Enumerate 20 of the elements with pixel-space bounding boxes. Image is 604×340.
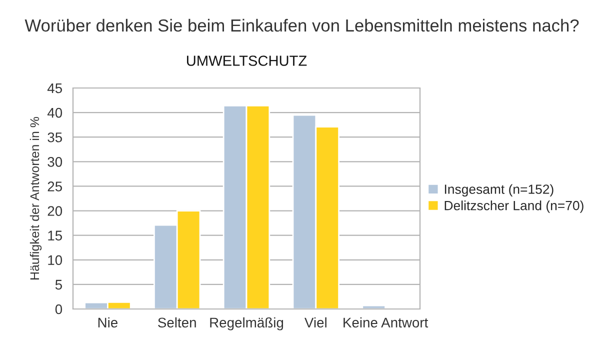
x-tick-label: Regelmäßig [210, 317, 284, 330]
legend-label: Insgesamt (n=152) [444, 184, 554, 197]
y-tick-label: 35 [48, 132, 62, 142]
y-tick-label: 45 [47, 83, 62, 94]
y-tick-label: 5 [55, 280, 62, 290]
y-tick-label: 25 [48, 182, 62, 192]
x-tick-label: Selten [158, 317, 196, 328]
y-axis-title: Häufigkeit der Antworten in % [30, 116, 42, 280]
x-tick-label: Nie [98, 317, 118, 328]
chart-title: Worüber denken Sie beim Einkaufen von Lebensmitteln meistens nach? [24, 18, 579, 32]
y-tick-label: 30 [48, 157, 62, 167]
y-tick-label: 10 [48, 255, 62, 266]
chart-subtitle: UMWELTSCHUTZ [187, 56, 307, 66]
y-tick-label: 0 [55, 304, 62, 314]
y-tick-label: 20 [48, 206, 62, 216]
x-tick-label: Viel [304, 317, 326, 328]
legend-label: Delitzscher Land (n=70) [444, 200, 584, 213]
x-tick-label: Keine Antwort [344, 317, 428, 328]
y-tick-label: 40 [47, 108, 62, 118]
y-tick-label: 15 [48, 230, 62, 241]
